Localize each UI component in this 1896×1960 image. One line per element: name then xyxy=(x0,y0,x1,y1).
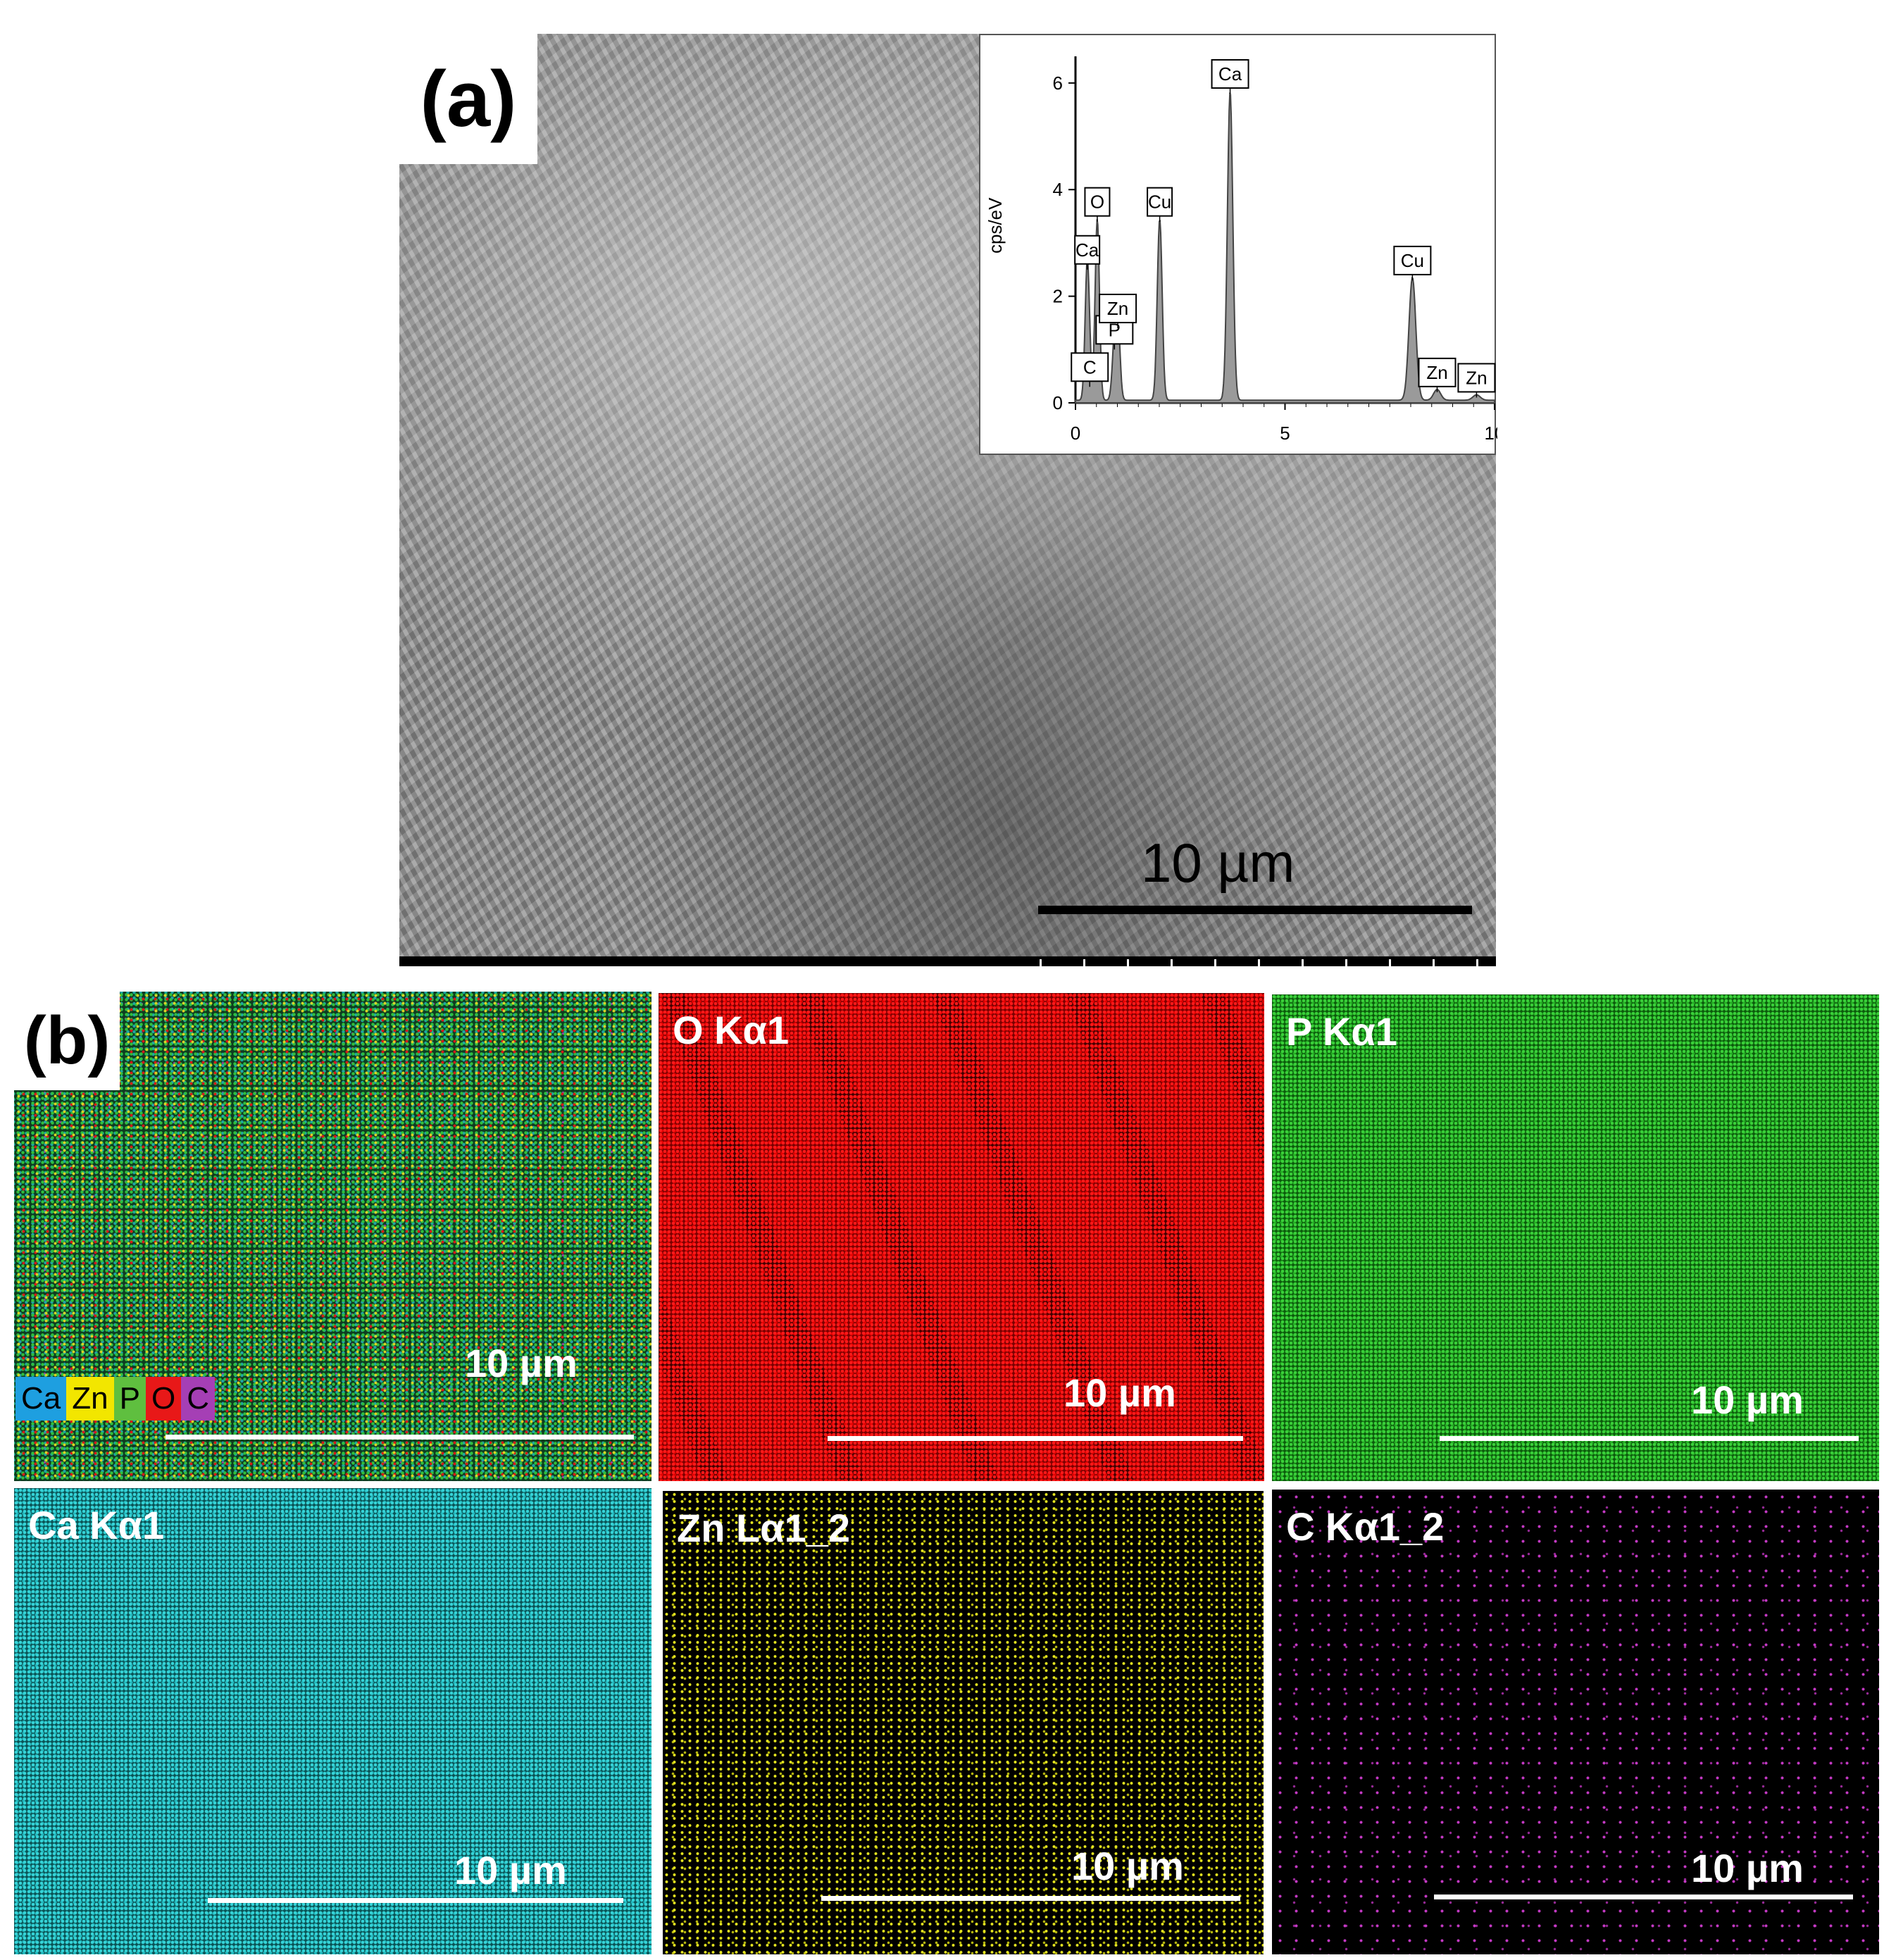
peak-label-o: O xyxy=(1084,187,1111,222)
sem-info-bar xyxy=(399,956,1496,966)
ruler-tick xyxy=(1433,959,1435,966)
peak-label-ca: C xyxy=(1071,352,1109,387)
legend-ca: Ca xyxy=(15,1377,67,1421)
svg-text:Ca: Ca xyxy=(1075,239,1099,261)
x-tick-label: 0 xyxy=(1071,423,1080,444)
peak-label-zn: Zn xyxy=(1457,363,1496,398)
map-scale-bar xyxy=(1434,1895,1853,1899)
map-scale-label: 10 µm xyxy=(1691,1846,1804,1890)
peak-label-ca: Ca xyxy=(1211,58,1249,94)
legend-p: P xyxy=(113,1377,146,1421)
y-tick-label: 0 xyxy=(1053,392,1063,413)
map-scale-bar xyxy=(821,1896,1240,1901)
ruler-tick xyxy=(1345,959,1347,966)
map-scale-label: 10 µm xyxy=(1691,1378,1804,1422)
y-tick-label: 6 xyxy=(1053,73,1063,94)
map-scale-label: 10 µm xyxy=(454,1848,567,1892)
svg-text:Cu: Cu xyxy=(1148,192,1171,213)
ruler-tick xyxy=(1258,959,1260,966)
ruler-tick xyxy=(1127,959,1129,966)
map-title: O Kα1 xyxy=(673,1008,790,1052)
sem-scale-label: 10 µm xyxy=(1141,832,1295,894)
ruler-tick xyxy=(1389,959,1391,966)
legend-o: O xyxy=(145,1377,182,1421)
map-title: Zn Lα1_2 xyxy=(677,1506,851,1550)
svg-text:Zn: Zn xyxy=(1466,367,1487,388)
y-axis-label: cps/eV xyxy=(985,197,1006,254)
x-tick-label: 10 xyxy=(1485,423,1497,444)
y-tick-label: 2 xyxy=(1053,286,1063,307)
y-tick-label: 4 xyxy=(1053,179,1063,200)
spectrum-line xyxy=(1075,92,1495,404)
ruler-tick xyxy=(1476,959,1478,966)
peak-label-zn: Zn xyxy=(1418,357,1457,392)
ruler-tick xyxy=(1040,959,1042,966)
svg-text:Ca: Ca xyxy=(1218,63,1242,85)
map-zinc: Zn Lα1_2 10 µm xyxy=(663,1491,1264,1954)
sem-ruler-ticks xyxy=(1040,959,1478,966)
svg-text:Zn: Zn xyxy=(1107,298,1128,319)
svg-text:Zn: Zn xyxy=(1426,362,1447,383)
map-scale-label: 10 µm xyxy=(465,1341,578,1385)
ruler-tick xyxy=(1214,959,1216,966)
map-carbon: C Kα1_2 10 µm xyxy=(1272,1490,1879,1954)
map-calcium: Ca Kα1 10 µm xyxy=(14,1488,651,1954)
svg-text:C: C xyxy=(1083,356,1097,377)
map-scale-bar xyxy=(1440,1436,1859,1441)
legend-zn: Zn xyxy=(66,1377,114,1421)
peak-label-cu: Cu xyxy=(1393,245,1432,280)
map-title: P Kα1 xyxy=(1286,1009,1397,1054)
panel-a-label: (a) xyxy=(399,34,537,164)
map-scale-bar xyxy=(828,1436,1243,1441)
panel-b-label: (b) xyxy=(14,992,120,1090)
map-scale-bar xyxy=(208,1898,623,1903)
x-tick-label: 5 xyxy=(1280,423,1290,444)
map-scale-label: 10 µm xyxy=(1064,1371,1176,1415)
ruler-tick xyxy=(1083,959,1085,966)
map-title: C Kα1_2 xyxy=(1286,1504,1445,1549)
peak-label-zn: Zn xyxy=(1099,294,1137,329)
sem-scale-bar xyxy=(1038,906,1472,914)
peak-label-c: Ca xyxy=(1074,235,1101,270)
map-title: Ca Kα1 xyxy=(28,1503,165,1547)
peak-label-p: Cu xyxy=(1147,187,1173,222)
map-scale-label: 10 µm xyxy=(1071,1844,1184,1888)
svg-text:Cu: Cu xyxy=(1401,250,1424,271)
svg-text:O: O xyxy=(1090,192,1104,213)
ruler-tick xyxy=(1171,959,1173,966)
ruler-tick xyxy=(1302,959,1304,966)
element-legend: Ca Zn P O C xyxy=(15,1377,215,1421)
map-scale-bar xyxy=(166,1435,634,1440)
legend-c: C xyxy=(181,1377,215,1421)
map-phosphorus: P Kα1 10 µm xyxy=(1272,994,1879,1481)
map-oxygen: O Kα1 10 µm xyxy=(659,993,1264,1481)
